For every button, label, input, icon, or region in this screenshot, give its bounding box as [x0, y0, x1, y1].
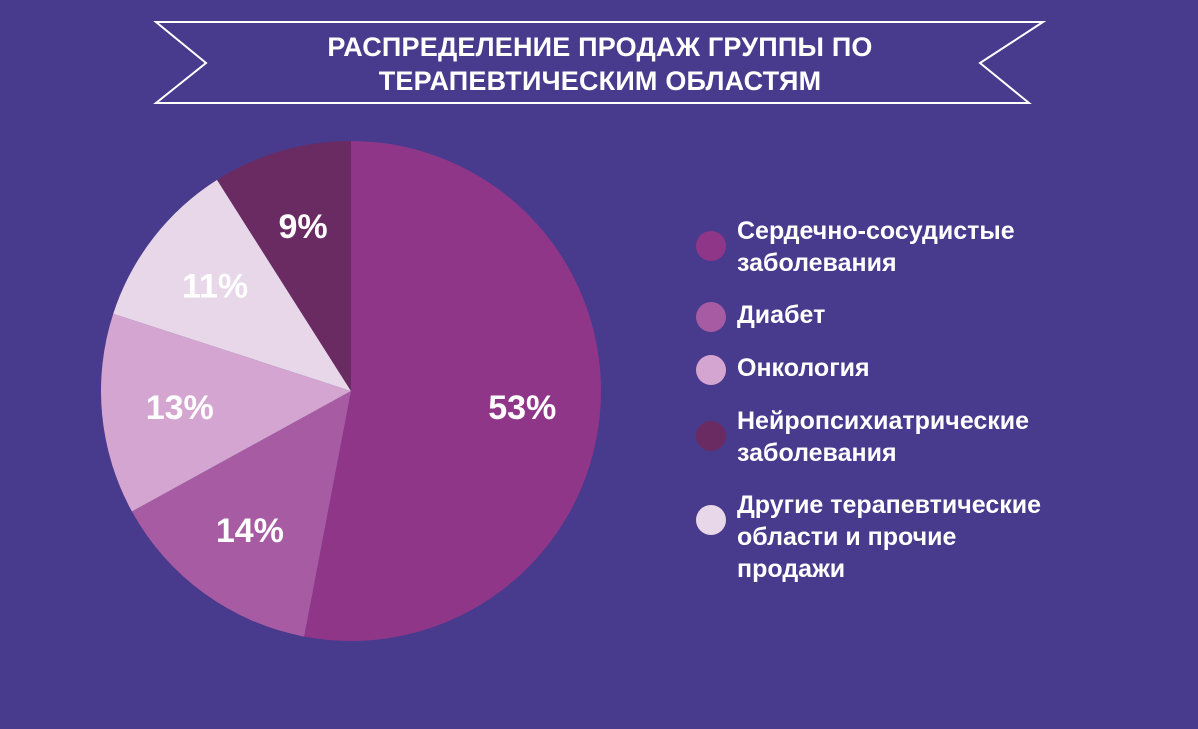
- legend-label-line: области и прочие: [737, 523, 957, 551]
- legend-item-3: Онкология: [696, 352, 1116, 385]
- legend: Сердечно-сосудистые заболевания Диабет Онко…: [696, 215, 1116, 605]
- legend-swatch-2: [696, 302, 726, 332]
- pie-label-2: 14%: [216, 512, 284, 550]
- pie-label-3: 13%: [146, 389, 214, 427]
- legend-swatch-3: [696, 355, 726, 385]
- chart-title-line-1: РАСПРЕДЕЛЕНИЕ ПРОДАЖ ГРУППЫ ПО: [327, 32, 873, 62]
- legend-label-2: Диабет: [737, 299, 825, 331]
- legend-label-line: Онкология: [737, 354, 870, 382]
- legend-item-1: Сердечно-сосудистые заболевания: [696, 215, 1116, 279]
- legend-item-5: Другие терапевтические области и прочие пр…: [696, 489, 1116, 585]
- legend-label-line: продажи: [737, 555, 846, 583]
- legend-item-4: Нейропсихиатрические заболевания: [696, 405, 1116, 469]
- chart-title-line-2: ТЕРАПЕВТИЧЕСКИМ ОБЛАСТЯМ: [378, 66, 822, 96]
- pie-label-1: 53%: [488, 389, 556, 427]
- legend-label-4: Нейропсихиатрические заболевания: [737, 405, 1029, 469]
- legend-swatch-4: [696, 421, 726, 451]
- legend-label-line: Сердечно-сосудистые: [737, 217, 1015, 245]
- legend-label-line: заболевания: [737, 249, 897, 277]
- legend-swatch-5: [696, 505, 726, 535]
- pie-slice-2: [131, 391, 351, 637]
- pie-slice-3: [101, 313, 352, 512]
- chart-title: РАСПРЕДЕЛЕНИЕ ПРОДАЖ ГРУППЫ ПО ТЕРАПЕВТИ…: [230, 30, 970, 98]
- legend-item-2: Диабет: [696, 299, 1116, 332]
- legend-label-1: Сердечно-сосудистые заболевания: [737, 215, 1015, 279]
- pie-slices: [101, 141, 601, 641]
- pie-labels: 53% 14% 13% 11% 9%: [146, 208, 557, 550]
- legend-label-line: Диабет: [737, 301, 826, 329]
- legend-label-3: Онкология: [737, 352, 870, 384]
- legend-label-line: Другие терапевтические: [737, 491, 1042, 519]
- pie-slice-5: [217, 141, 351, 391]
- pie-label-4: 11%: [182, 268, 248, 306]
- pie-label-5: 9%: [278, 208, 327, 246]
- pie-slice-1: [304, 141, 601, 641]
- legend-swatch-1: [696, 231, 726, 261]
- legend-label-line: заболевания: [737, 439, 897, 467]
- legend-label-5: Другие терапевтические области и прочие пр…: [737, 489, 1041, 585]
- ribbon-outline: [153, 21, 1047, 104]
- legend-label-line: Нейропсихиатрические: [737, 407, 1030, 435]
- pie-slice-4: [113, 179, 351, 391]
